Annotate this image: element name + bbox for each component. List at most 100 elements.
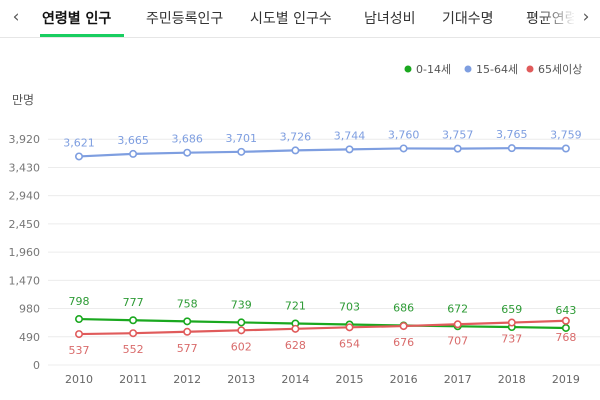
y-tick-label: 2,940 (9, 190, 41, 203)
data-label: 3,621 (63, 136, 95, 149)
data-point[interactable] (345, 323, 354, 332)
data-label: 659 (501, 303, 522, 316)
data-point[interactable] (507, 144, 516, 153)
data-label: 577 (177, 342, 198, 355)
tab-life-expectancy[interactable]: 기대수명 (442, 11, 494, 27)
x-tick-label: 2014 (281, 373, 309, 386)
tab-sex-ratio[interactable]: 남녀성비 (364, 11, 416, 27)
data-point[interactable] (453, 320, 462, 329)
x-ticks: 2010 2011 2012 2013 2014 2015 2016 2017 2018 2019 (65, 373, 580, 386)
y-tick-label: 980 (19, 303, 40, 316)
data-point[interactable] (453, 144, 462, 153)
data-point[interactable] (507, 318, 516, 327)
data-label: 3,701 (226, 132, 258, 145)
data-point[interactable] (237, 147, 246, 156)
series-2: 537 552 577 602 628 654 676 707 737 768 (69, 316, 576, 357)
series-line (78, 317, 566, 330)
x-tick-label: 2013 (227, 373, 255, 386)
data-label: 737 (501, 333, 522, 346)
data-label: 758 (177, 297, 198, 310)
data-label: 672 (447, 302, 468, 315)
x-tick-label: 2016 (390, 373, 418, 386)
y-ticks: 0 490 980 1,470 1,960 2,450 2,940 3,430 3,920 (9, 133, 41, 372)
tab-registered-population[interactable]: 주민등록인구 (146, 11, 224, 27)
chart-legend: 0-14세 15-64세 65세이상 (404, 63, 582, 76)
data-label: 721 (285, 299, 306, 312)
data-label: 537 (69, 344, 90, 357)
active-tab-indicator (40, 34, 124, 37)
data-label: 686 (393, 301, 414, 314)
tab-fade (540, 0, 576, 37)
legend-marker (404, 65, 412, 73)
data-label: 3,760 (388, 128, 420, 141)
legend-label: 0-14세 (416, 63, 451, 76)
grid (48, 138, 600, 366)
data-point[interactable] (291, 324, 300, 333)
data-label: 707 (447, 334, 468, 347)
data-label: 798 (69, 295, 90, 308)
series-group: 798 777 758 739 721 703 686 672 659 643 3,621 3,665… (63, 128, 581, 357)
data-label: 3,744 (334, 129, 366, 142)
series-line (78, 319, 566, 336)
data-point[interactable] (237, 318, 246, 327)
tab-age-population[interactable]: 연령별 인구 (42, 11, 112, 27)
data-label: 3,759 (550, 128, 582, 141)
x-tick-label: 2011 (119, 373, 147, 386)
x-tick-label: 2010 (65, 373, 93, 386)
y-axis-label: 만명 (12, 93, 34, 107)
legend-label: 65세이상 (538, 63, 582, 76)
y-tick-label: 3,430 (9, 161, 41, 174)
data-label: 3,765 (496, 128, 528, 141)
x-tick-label: 2015 (336, 373, 364, 386)
series-0: 798 777 758 739 721 703 686 672 659 643 (69, 295, 576, 332)
data-point[interactable] (291, 146, 300, 155)
legend-label: 15-64세 (476, 63, 518, 76)
data-label: 643 (555, 304, 576, 317)
data-label: 628 (285, 339, 306, 352)
data-point[interactable] (75, 315, 84, 324)
y-tick-label: 490 (19, 331, 40, 344)
data-point[interactable] (399, 144, 408, 153)
data-label: 703 (339, 301, 360, 314)
chevron-right-icon[interactable]: › (574, 6, 598, 28)
series-1: 3,621 3,665 3,686 3,701 3,726 3,744 3,760 3,757… (63, 128, 582, 161)
data-label: 3,686 (171, 133, 203, 146)
data-label: 654 (339, 337, 360, 350)
x-tick-label: 2018 (498, 373, 526, 386)
data-point[interactable] (129, 149, 138, 158)
y-tick-label: 1,960 (9, 246, 41, 259)
data-label: 777 (123, 296, 144, 309)
data-point[interactable] (129, 329, 138, 338)
data-point[interactable] (561, 316, 570, 325)
data-point[interactable] (345, 145, 354, 154)
data-label: 3,726 (280, 130, 312, 143)
legend-marker (464, 65, 472, 73)
data-point[interactable] (399, 322, 408, 331)
x-tick-label: 2017 (444, 373, 472, 386)
tab-population-by-region[interactable]: 시도별 인구수 (250, 11, 332, 27)
data-point[interactable] (183, 148, 192, 157)
y-tick-label: 3,920 (9, 133, 41, 146)
data-point[interactable] (75, 152, 84, 161)
x-tick-label: 2012 (173, 373, 201, 386)
chevron-left-icon[interactable]: ‹ (12, 7, 20, 27)
series-line (78, 147, 566, 158)
data-point[interactable] (183, 327, 192, 336)
data-label: 768 (555, 331, 576, 344)
data-point[interactable] (237, 326, 246, 335)
data-point[interactable] (75, 330, 84, 339)
x-tick-label: 2019 (552, 373, 580, 386)
data-label: 676 (393, 336, 414, 349)
data-point[interactable] (183, 317, 192, 326)
tab-bar: ‹ 연령별 인구 주민등록인구 시도별 인구수 남녀성비 기대수명 평균연령 › (0, 0, 600, 38)
data-label: 3,757 (442, 129, 474, 142)
data-label: 602 (231, 340, 252, 353)
data-label: 3,665 (117, 134, 149, 147)
data-label: 552 (123, 343, 144, 356)
data-point[interactable] (129, 316, 138, 325)
y-tick-label: 2,450 (9, 218, 41, 231)
y-tick-label: 0 (33, 359, 40, 372)
data-point[interactable] (561, 144, 570, 153)
y-tick-label: 1,470 (9, 274, 41, 287)
